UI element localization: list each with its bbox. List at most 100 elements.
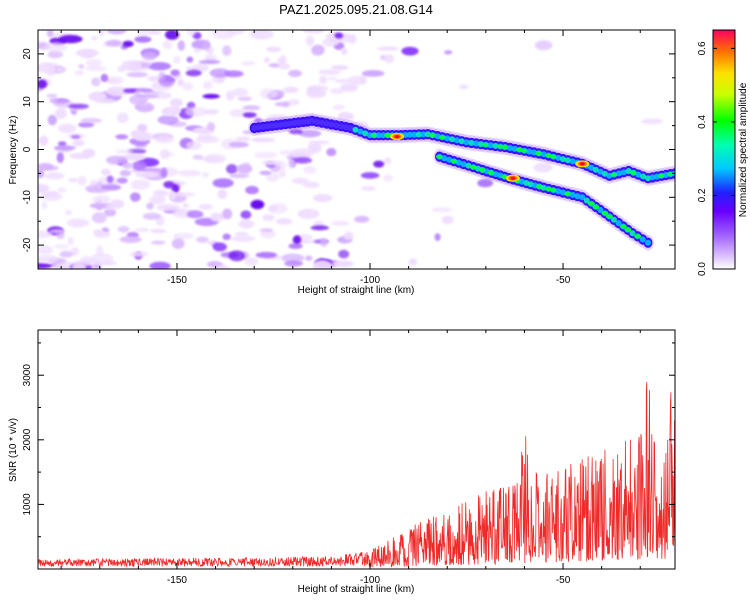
- ridge-inner: [251, 125, 258, 131]
- noise-blob: [401, 46, 419, 56]
- noise-blob: [54, 108, 67, 119]
- noise-blob: [261, 160, 283, 166]
- noise-blob: [211, 30, 236, 40]
- noise-blob: [312, 260, 332, 269]
- noise-blob: [46, 65, 55, 77]
- ridge-inner: [560, 156, 566, 163]
- spectrogram-y-axis-label: Frequency (Hz): [8, 116, 19, 185]
- noise-blob: [110, 199, 125, 209]
- ridge-inner: [269, 122, 275, 129]
- peak-core: [394, 135, 400, 139]
- noise-blob: [185, 69, 202, 77]
- noise-blob: [229, 173, 250, 179]
- ridge-inner: [579, 194, 586, 201]
- snr-series-line: [38, 381, 675, 568]
- noise-blob: [334, 32, 344, 39]
- noise-blob: [126, 71, 148, 78]
- noise-blob: [197, 133, 213, 141]
- noise-blob: [222, 233, 231, 241]
- ridge-bright: [601, 211, 609, 216]
- noise-blob: [47, 114, 58, 126]
- noise-blob: [348, 34, 357, 44]
- noise-blob: [361, 70, 385, 77]
- noise-blob: [533, 162, 553, 173]
- noise-blob: [135, 171, 159, 178]
- noise-blob: [268, 63, 281, 68]
- ridge-inner: [639, 236, 646, 243]
- noise-blob: [154, 189, 166, 197]
- noise-blob: [130, 192, 141, 202]
- noise-blob: [331, 65, 349, 71]
- ridge-inner: [304, 118, 311, 125]
- noise-blob: [225, 90, 235, 101]
- noise-blob: [292, 235, 302, 245]
- noise-blob: [84, 65, 107, 72]
- ridge-inner: [323, 120, 330, 127]
- noise-blob: [147, 61, 171, 71]
- noise-blob: [98, 260, 118, 266]
- noise-blob: [236, 163, 253, 174]
- ridge-inner: [569, 191, 576, 198]
- ridge-bright: [605, 214, 613, 219]
- noise-blob: [46, 30, 54, 38]
- noise-blob: [278, 171, 287, 178]
- noise-blob: [178, 169, 202, 177]
- noise-blob: [115, 149, 134, 154]
- noise-blob: [91, 212, 107, 224]
- ridge-inner: [291, 120, 298, 126]
- noise-blob: [288, 243, 303, 250]
- noise-blob: [142, 51, 157, 61]
- noise-blob: [217, 189, 228, 200]
- ridge-inner: [597, 168, 604, 175]
- noise-blob: [165, 30, 180, 40]
- noise-blob: [106, 175, 114, 184]
- noise-blob: [244, 257, 259, 266]
- noise-blob: [263, 57, 270, 63]
- noise-blob: [116, 112, 129, 124]
- noise-blob: [69, 152, 91, 159]
- noise-blob: [260, 230, 276, 239]
- noise-blob: [142, 212, 161, 220]
- noise-blob: [376, 46, 400, 51]
- noise-blob: [202, 39, 211, 51]
- spectrogram-x-ticks: -150 -100 -50: [60, 30, 641, 286]
- noise-blob: [196, 236, 209, 243]
- noise-blob: [242, 105, 261, 111]
- noise-blob: [106, 30, 127, 35]
- ridge-inner: [463, 139, 470, 146]
- noise-blob: [78, 122, 95, 128]
- ridge-inner: [406, 131, 413, 138]
- noise-blob: [173, 55, 181, 64]
- noise-blob: [156, 203, 181, 212]
- noise-blob: [209, 68, 231, 78]
- noise-blob: [46, 93, 58, 98]
- noise-blob: [149, 195, 166, 205]
- ridge-bright: [549, 154, 557, 159]
- ridge-inner: [458, 138, 465, 145]
- noise-blob: [331, 220, 350, 226]
- noise-blob: [206, 261, 223, 268]
- noise-blob: [160, 167, 168, 178]
- noise-blob: [290, 148, 314, 158]
- ridge-bright: [429, 133, 437, 138]
- noise-blob: [341, 47, 348, 56]
- noise-blob: [122, 40, 134, 48]
- noise-blob: [206, 122, 216, 131]
- ridge-inner: [629, 230, 636, 237]
- noise-blob: [198, 59, 221, 65]
- ridge-inner: [526, 148, 533, 155]
- noise-blob: [534, 40, 553, 51]
- noise-blob: [186, 56, 194, 63]
- noise-blob: [91, 35, 98, 41]
- x-tick-label: -150: [167, 275, 187, 286]
- noise-blob: [58, 123, 77, 133]
- ridge-inner: [588, 164, 595, 171]
- noise-blob: [74, 70, 85, 76]
- noise-blob: [164, 152, 174, 157]
- ridge-bright: [564, 191, 572, 196]
- ridge-bright: [438, 135, 446, 140]
- ridge-inner: [420, 131, 427, 138]
- ridge-inner: [347, 125, 354, 131]
- noise-blob: [47, 50, 64, 59]
